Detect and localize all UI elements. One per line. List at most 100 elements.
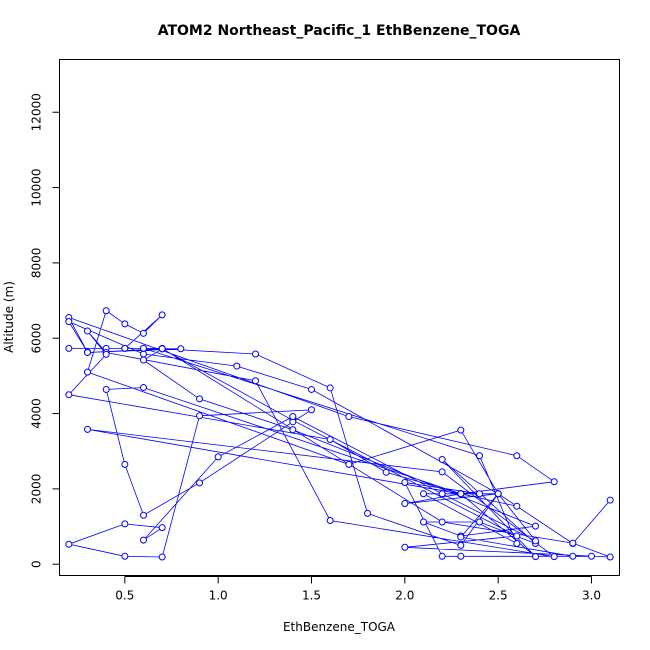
data-point: [158, 524, 166, 532]
data-point: [252, 377, 259, 385]
data-point: [550, 553, 558, 561]
data-point: [457, 541, 465, 549]
data-point: [158, 345, 166, 353]
data-point: [84, 327, 91, 335]
data-point: [420, 518, 427, 526]
data-point: [606, 553, 614, 561]
data-point: [121, 344, 129, 352]
data-point: [196, 395, 203, 403]
data-point: [140, 511, 147, 519]
data-point: [121, 552, 129, 560]
y-tick-label: 2000: [30, 474, 44, 505]
data-point: [140, 356, 147, 364]
data-point: [65, 391, 73, 399]
data-point: [532, 522, 539, 530]
y-tick-label: 10000: [30, 168, 44, 206]
x-axis: 0.5 1.0 1.5 2.0 2.5 3.0: [115, 576, 601, 603]
data-point: [121, 520, 129, 528]
data-point: [606, 496, 614, 504]
x-tick-label: 1.5: [302, 589, 321, 603]
x-axis-title: EthBenzene_TOGA: [283, 620, 396, 634]
x-tick-label: 2.5: [489, 589, 508, 603]
data-point: [457, 533, 465, 541]
data-point: [84, 425, 91, 433]
series-line: [67, 310, 611, 558]
data-point: [65, 540, 73, 548]
chart-title: ATOM2 Northeast_Pacific_1 EthBenzene_TOG…: [158, 23, 521, 39]
data-point: [121, 460, 129, 468]
y-axis-title: Altitude (m): [2, 281, 16, 353]
data-point: [140, 350, 147, 358]
data-point: [513, 539, 521, 547]
y-tick-label: 6000: [30, 323, 44, 354]
data-point: [177, 345, 185, 353]
data-point: [65, 318, 73, 326]
data-point: [140, 384, 147, 392]
data-point: [401, 543, 409, 551]
data-point: [513, 502, 521, 510]
data-point: [494, 490, 502, 498]
data-point: [457, 552, 465, 560]
data-point: [214, 453, 222, 461]
y-tick-label: 0: [30, 560, 44, 568]
data-point: [345, 413, 353, 421]
plot-frame: [59, 59, 620, 576]
data-point: [140, 344, 147, 352]
data-point: [588, 552, 595, 560]
data-point: [326, 384, 334, 392]
y-tick-label: 12000: [30, 93, 44, 131]
series-layer: [65, 307, 614, 561]
data-point: [550, 478, 558, 486]
data-point: [401, 500, 409, 508]
data-point: [308, 385, 315, 393]
data-point: [438, 490, 446, 498]
data-point: [420, 490, 427, 498]
data-point: [289, 413, 297, 421]
x-tick-label: 3.0: [582, 589, 601, 603]
data-point: [364, 509, 371, 517]
data-point: [476, 490, 483, 498]
data-point: [438, 455, 446, 463]
data-point: [513, 452, 521, 460]
data-point: [308, 406, 315, 414]
data-point: [65, 344, 73, 352]
data-point: [476, 452, 483, 460]
data-point: [569, 552, 577, 560]
data-point: [438, 468, 446, 476]
data-point: [84, 368, 91, 376]
x-tick-label: 1.0: [209, 589, 228, 603]
data-point: [438, 552, 446, 560]
data-point: [140, 329, 147, 337]
data-point: [121, 320, 129, 328]
data-point: [569, 539, 577, 547]
data-point: [382, 468, 390, 476]
data-point: [457, 426, 465, 434]
data-point: [102, 307, 110, 315]
data-point: [513, 532, 521, 540]
data-point: [102, 385, 110, 393]
data-point: [532, 537, 539, 545]
data-point: [233, 362, 241, 370]
x-tick-label: 2.0: [395, 589, 414, 603]
data-point: [158, 311, 166, 319]
data-point: [476, 518, 483, 526]
data-point: [196, 412, 203, 420]
data-point: [140, 536, 147, 544]
data-point: [196, 479, 203, 487]
data-point: [84, 349, 91, 357]
data-point: [252, 350, 259, 358]
data-point: [345, 460, 353, 468]
data-point: [158, 553, 166, 561]
data-point: [457, 490, 465, 498]
y-tick-label: 8000: [30, 248, 44, 279]
y-tick-label: 4000: [30, 398, 44, 429]
data-point: [532, 553, 539, 561]
x-tick-label: 0.5: [115, 589, 134, 603]
data-point: [289, 426, 297, 434]
data-point: [102, 350, 110, 358]
data-point: [438, 518, 446, 526]
data-point: [326, 517, 334, 525]
data-point: [401, 478, 409, 486]
